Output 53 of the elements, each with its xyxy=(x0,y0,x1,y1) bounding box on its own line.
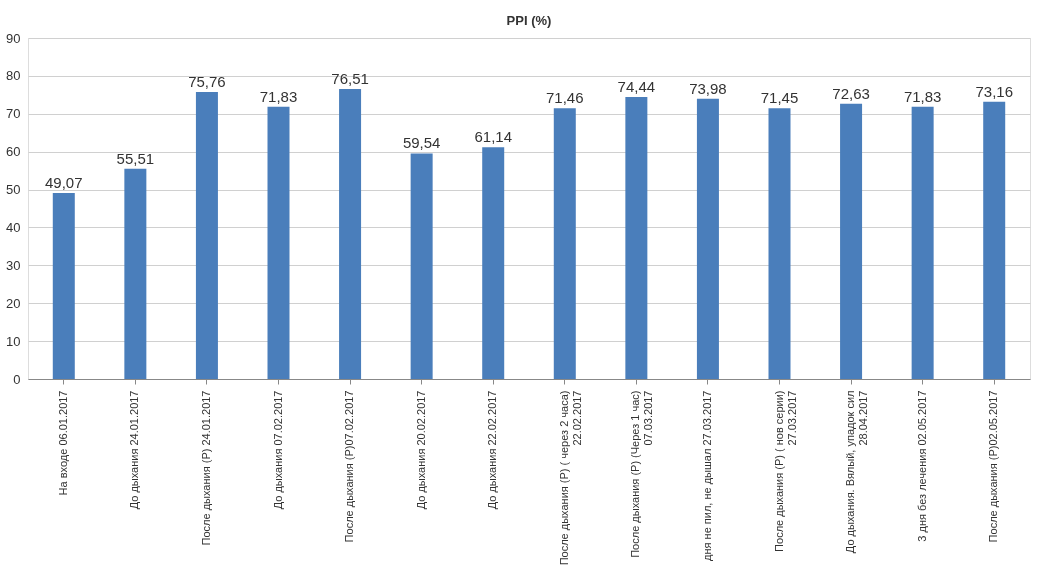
x-tick-label: До дыхания. Вялый, упадок сил 28.04.2017 xyxy=(844,390,870,554)
data-label: 49,07 xyxy=(45,174,83,192)
x-tick-label: На входе 06.01.2017 xyxy=(56,390,69,496)
y-tick-label: 20 xyxy=(6,295,21,311)
data-label: 72,63 xyxy=(832,84,870,102)
x-tick-label: До дыхания 24.01.2017 xyxy=(128,390,141,510)
bar xyxy=(124,168,147,379)
y-tick-label: 80 xyxy=(6,68,21,84)
x-tick-label: После дыхания (Р)07.02.2017 xyxy=(343,390,356,543)
bar xyxy=(696,98,719,379)
data-label: 71,46 xyxy=(546,89,584,107)
bar xyxy=(625,96,648,379)
x-tick-label: После дыхания (Р) 24.01.2017 xyxy=(199,390,212,546)
chart-title: PPI (%) xyxy=(506,13,552,28)
x-tick-label: После дыхания (Р) ( нов серии) 27.03.2017 xyxy=(772,390,798,552)
y-tick-label: 50 xyxy=(6,182,21,198)
data-label: 61,14 xyxy=(474,128,512,146)
bar xyxy=(768,108,791,379)
x-tick-label: После дыхания (Р) ( через 2 часа) 22.02.2017 xyxy=(557,390,583,566)
data-label: 75,76 xyxy=(188,72,226,90)
bar xyxy=(410,153,433,379)
data-label: 76,51 xyxy=(331,70,369,88)
bar xyxy=(267,106,290,379)
x-tick-label: До дыхания 07.02.2017 xyxy=(271,390,284,510)
data-label: 59,54 xyxy=(402,134,441,152)
data-label: 71,83 xyxy=(903,87,942,105)
x-tick-label: дня не пил, не дышал 27.03.2017 xyxy=(700,390,713,561)
y-tick-label: 40 xyxy=(6,219,21,235)
bar xyxy=(52,193,75,379)
x-tick-label: До дыхания 20.02.2017 xyxy=(414,390,427,510)
bar xyxy=(482,147,505,379)
data-label: 73,98 xyxy=(689,79,727,97)
y-tick-label: 70 xyxy=(6,106,21,122)
x-tick-label: После дыхания (Р) (Через 1 час) 07.03.2017 xyxy=(629,390,655,558)
bar xyxy=(983,101,1006,379)
x-tick-label: После дыхания (Р)02.05.2017 xyxy=(987,390,1000,543)
y-tick-label: 90 xyxy=(6,30,21,46)
y-tick-label: 60 xyxy=(6,144,21,160)
bar xyxy=(553,108,576,379)
data-label: 71,45 xyxy=(760,89,799,107)
data-label: 55,51 xyxy=(116,149,155,167)
bar xyxy=(911,106,934,379)
data-label: 71,83 xyxy=(259,87,298,105)
x-tick-label: До дыхания 22.02.2017 xyxy=(486,390,499,510)
y-tick-label: 0 xyxy=(13,371,21,387)
x-tick-label: 3 дня без лечения 02.05.2017 xyxy=(915,390,928,542)
y-tick-label: 10 xyxy=(6,333,21,349)
bar xyxy=(840,103,863,379)
y-tick-label: 30 xyxy=(6,257,21,273)
bar xyxy=(195,91,218,379)
data-label: 74,44 xyxy=(617,77,656,95)
data-label: 73,16 xyxy=(975,82,1013,100)
bar xyxy=(339,89,362,379)
